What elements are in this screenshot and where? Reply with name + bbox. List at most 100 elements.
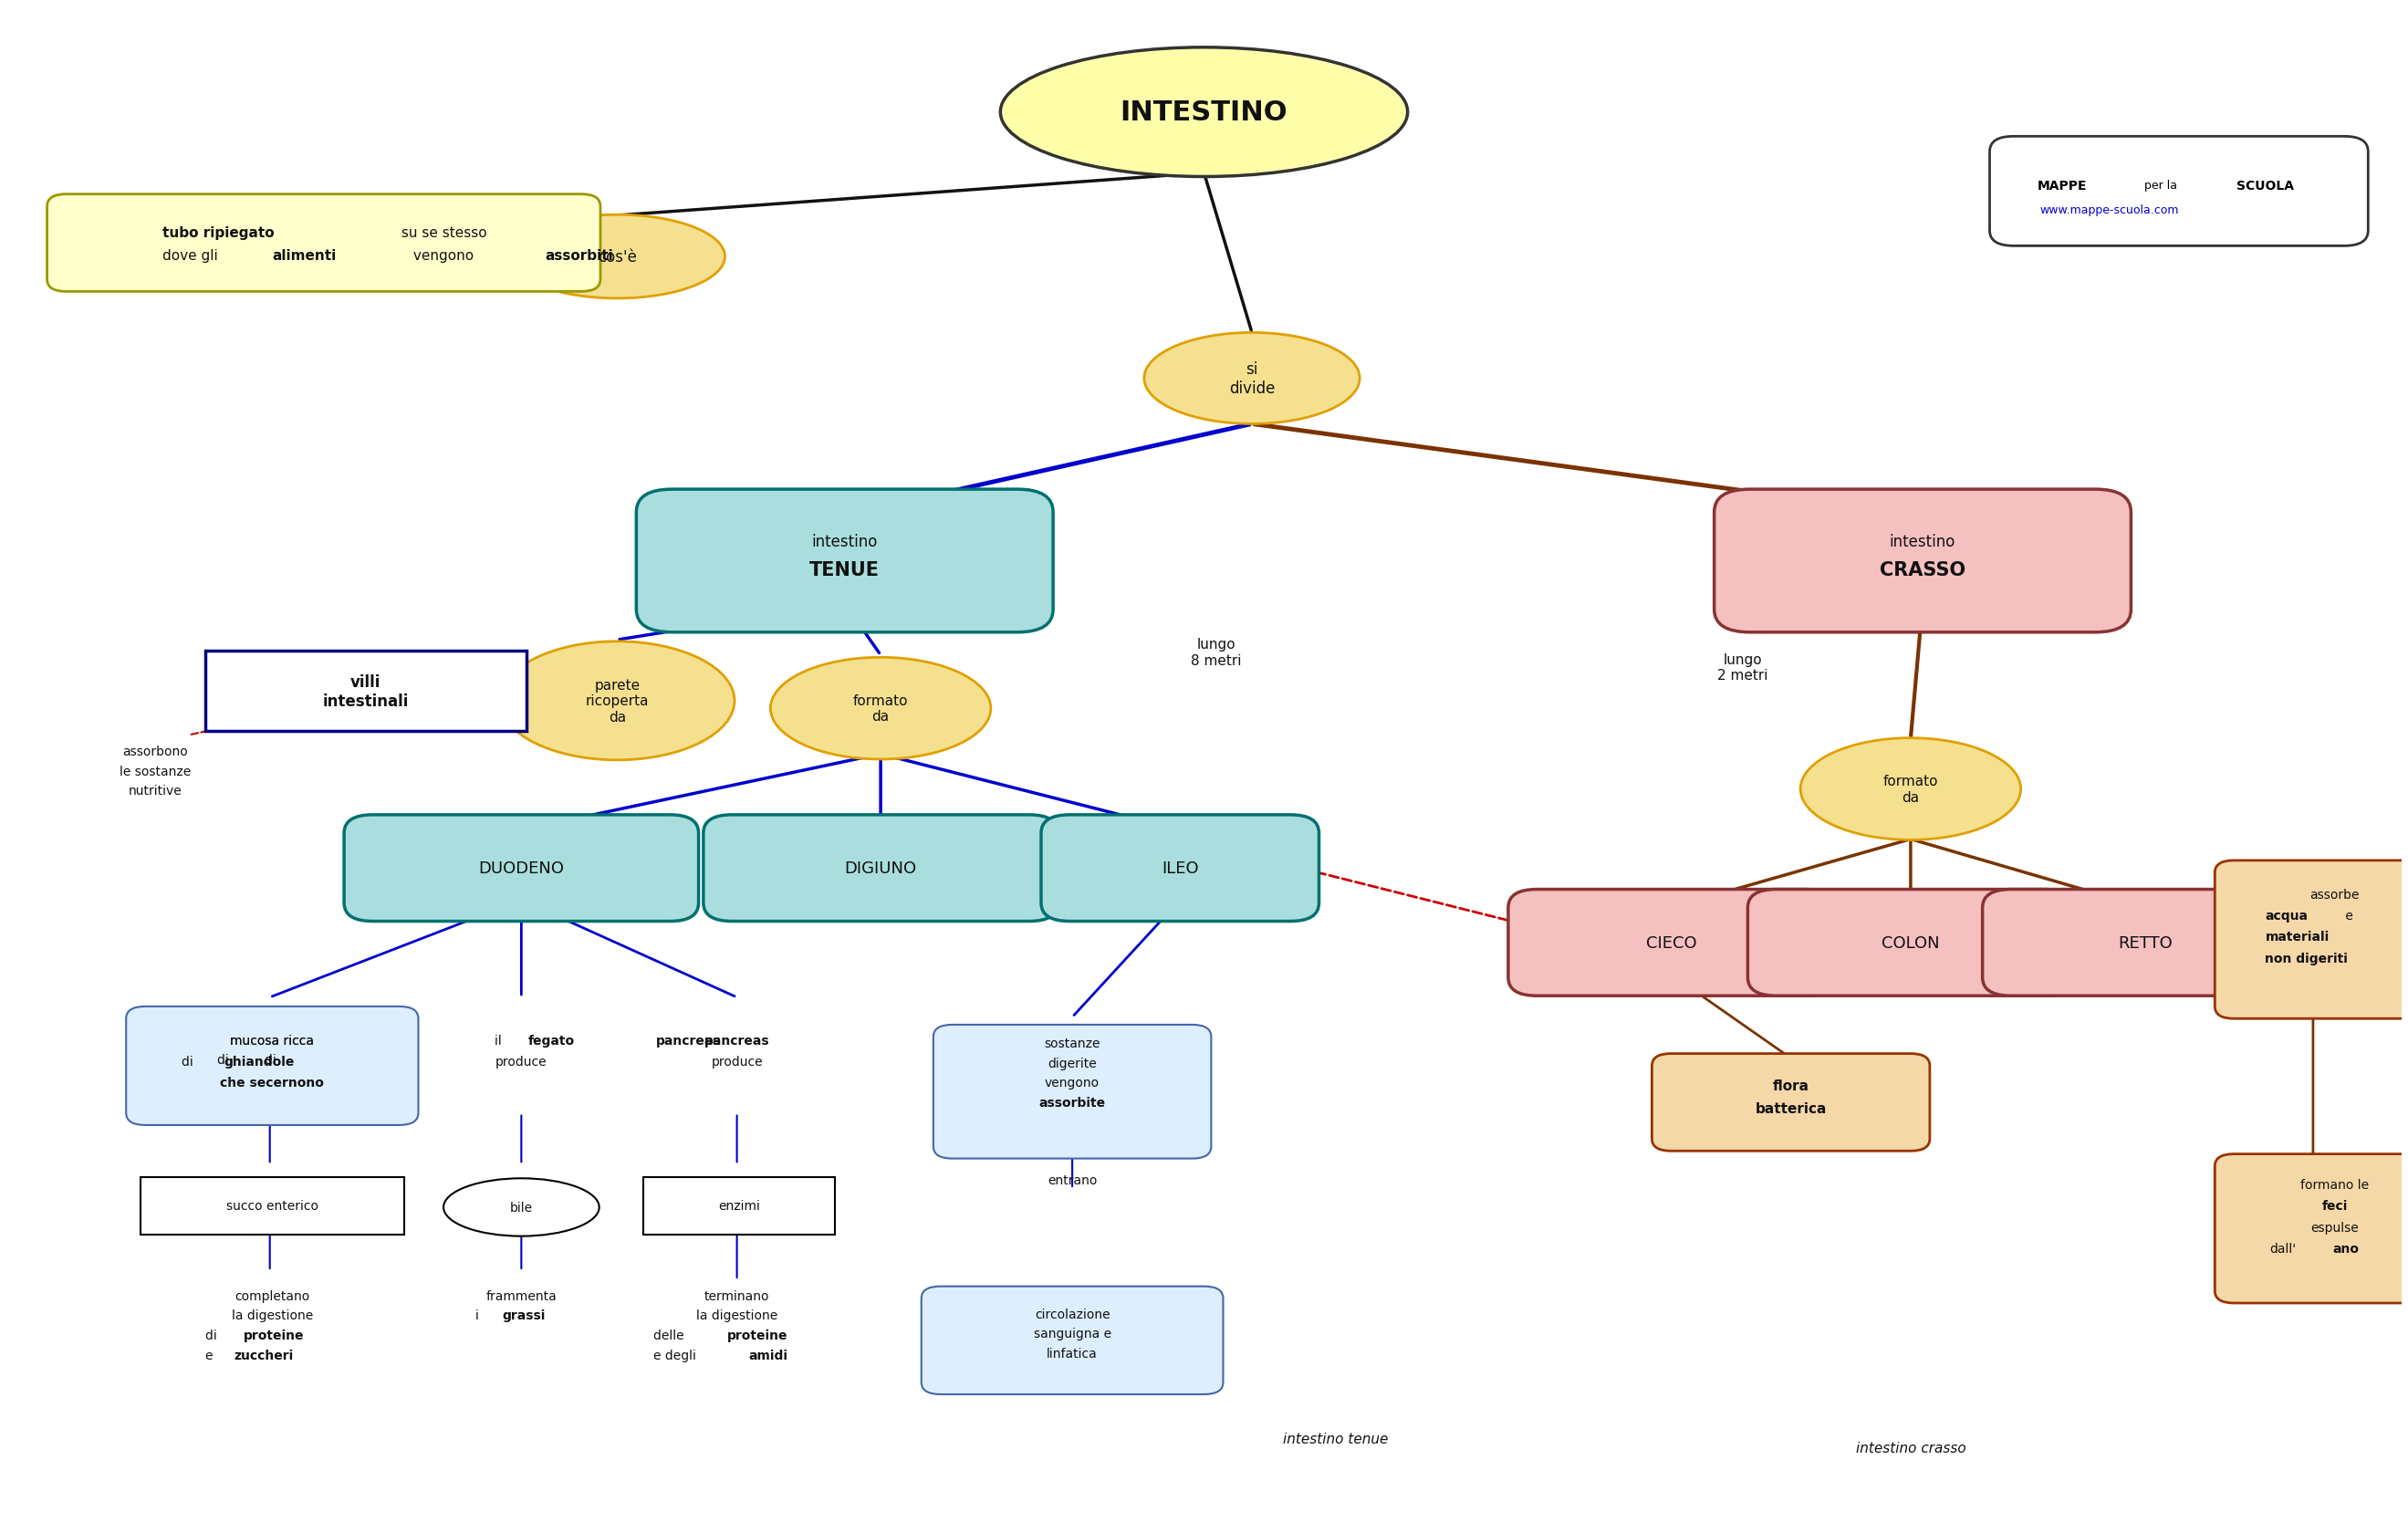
- FancyBboxPatch shape: [2215, 860, 2408, 1019]
- Ellipse shape: [1801, 739, 2020, 840]
- Text: entrano: entrano: [1047, 1174, 1098, 1187]
- Text: COLON: COLON: [1881, 935, 1941, 950]
- FancyBboxPatch shape: [1714, 491, 2131, 633]
- Text: assorbiti: assorbiti: [544, 248, 614, 262]
- Text: RETTO: RETTO: [2119, 935, 2172, 950]
- Text: formano le: formano le: [2300, 1179, 2369, 1191]
- FancyBboxPatch shape: [125, 1007, 419, 1125]
- Text: lungo
8 metri: lungo 8 metri: [1190, 638, 1240, 667]
- Text: CIECO: CIECO: [1645, 935, 1698, 950]
- Text: di: di: [181, 1055, 197, 1069]
- Text: proteine: proteine: [243, 1329, 303, 1341]
- Text: circolazione: circolazione: [1035, 1308, 1110, 1320]
- FancyBboxPatch shape: [48, 195, 600, 293]
- Text: fegato: fegato: [527, 1033, 576, 1047]
- Text: formato
da: formato da: [852, 694, 908, 724]
- FancyBboxPatch shape: [703, 816, 1057, 921]
- Text: intestino: intestino: [811, 533, 879, 550]
- Text: villi
intestinali: villi intestinali: [323, 675, 409, 710]
- Text: dove gli: dove gli: [161, 248, 222, 262]
- Text: e: e: [2343, 909, 2353, 921]
- Text: ghiandole: ghiandole: [224, 1055, 294, 1069]
- Text: mucosa ricca: mucosa ricca: [231, 1033, 313, 1047]
- Text: batterica: batterica: [1755, 1102, 1828, 1116]
- Text: proteine: proteine: [727, 1329, 787, 1341]
- Text: cos'è: cos'è: [597, 248, 636, 265]
- Text: grassi: grassi: [503, 1309, 544, 1321]
- Text: DUODENO: DUODENO: [479, 860, 563, 877]
- Text: www.mappe-scuola.com: www.mappe-scuola.com: [2040, 204, 2179, 216]
- Text: che secernono: che secernono: [219, 1076, 325, 1088]
- Text: lungo
2 metri: lungo 2 metri: [1717, 653, 1767, 682]
- Text: sanguigna e: sanguigna e: [1033, 1328, 1110, 1340]
- Text: succo enterico: succo enterico: [226, 1199, 318, 1213]
- Text: e: e: [205, 1349, 217, 1361]
- Ellipse shape: [1144, 333, 1361, 425]
- Text: acqua: acqua: [2266, 909, 2307, 921]
- Text: bile: bile: [510, 1200, 532, 1214]
- Ellipse shape: [771, 658, 990, 760]
- Text: INTESTINO: INTESTINO: [1120, 100, 1288, 126]
- Text: materiali: materiali: [2266, 931, 2329, 943]
- Text: la digestione: la digestione: [231, 1309, 313, 1321]
- Text: tubo ripiegato: tubo ripiegato: [161, 225, 275, 239]
- Text: di: di: [217, 1053, 234, 1067]
- Text: intestino crasso: intestino crasso: [1857, 1441, 1965, 1455]
- Text: il: il: [496, 1033, 506, 1047]
- Text: terminano: terminano: [703, 1289, 771, 1302]
- Text: nutritive: nutritive: [128, 785, 181, 797]
- FancyBboxPatch shape: [1982, 889, 2309, 996]
- Text: espulse: espulse: [2312, 1220, 2360, 1234]
- Text: completano: completano: [234, 1289, 311, 1302]
- Text: per la: per la: [2141, 179, 2182, 192]
- Text: ILEO: ILEO: [1161, 860, 1199, 877]
- Text: dall': dall': [2271, 1242, 2297, 1256]
- FancyBboxPatch shape: [636, 491, 1052, 633]
- Text: su se stesso: su se stesso: [397, 225, 486, 239]
- Text: DIGIUNO: DIGIUNO: [845, 860, 917, 877]
- FancyBboxPatch shape: [1040, 816, 1320, 921]
- FancyBboxPatch shape: [934, 1026, 1211, 1159]
- Text: CRASSO: CRASSO: [1881, 561, 1965, 579]
- FancyBboxPatch shape: [2215, 1154, 2408, 1303]
- Text: si
divide: si divide: [1228, 362, 1274, 397]
- Text: linfatica: linfatica: [1047, 1348, 1098, 1360]
- Text: delle: delle: [653, 1329, 689, 1341]
- Text: pancreas: pancreas: [657, 1033, 722, 1047]
- Text: parete
ricoperta
da: parete ricoperta da: [585, 679, 648, 724]
- Text: MAPPE: MAPPE: [2037, 179, 2088, 192]
- Text: intestino: intestino: [1890, 533, 1955, 550]
- Text: vengono: vengono: [1045, 1076, 1100, 1088]
- Text: i: i: [477, 1309, 484, 1321]
- FancyBboxPatch shape: [1989, 136, 2367, 247]
- Text: feci: feci: [2321, 1199, 2348, 1213]
- Text: formato
da: formato da: [1883, 774, 1938, 805]
- Ellipse shape: [510, 215, 725, 299]
- Text: enzimi: enzimi: [718, 1199, 761, 1213]
- FancyBboxPatch shape: [140, 1177, 405, 1234]
- FancyBboxPatch shape: [1652, 1053, 1929, 1151]
- Text: non digeriti: non digeriti: [2266, 952, 2348, 964]
- Text: intestino tenue: intestino tenue: [1283, 1432, 1389, 1446]
- Text: SCUOLA: SCUOLA: [2237, 179, 2295, 192]
- Text: di: di: [205, 1329, 222, 1341]
- FancyBboxPatch shape: [922, 1286, 1223, 1395]
- Text: la digestione: la digestione: [696, 1309, 778, 1321]
- FancyBboxPatch shape: [344, 816, 698, 921]
- FancyBboxPatch shape: [205, 652, 525, 731]
- Text: flora: flora: [1772, 1079, 1808, 1093]
- Text: TENUE: TENUE: [809, 561, 879, 579]
- Text: ano: ano: [2333, 1242, 2360, 1256]
- Text: assorbite: assorbite: [1038, 1096, 1105, 1108]
- Text: frammenta: frammenta: [486, 1289, 556, 1302]
- Text: le sostanze: le sostanze: [118, 765, 190, 777]
- Text: produce: produce: [496, 1055, 547, 1069]
- Text: vengono: vengono: [409, 248, 479, 262]
- Text: assorbono: assorbono: [123, 745, 188, 757]
- Text: amidi: amidi: [749, 1349, 787, 1361]
- FancyBboxPatch shape: [1507, 889, 1835, 996]
- Text: di: di: [265, 1053, 279, 1067]
- Ellipse shape: [443, 1179, 600, 1236]
- Text: e degli: e degli: [653, 1349, 701, 1361]
- Text: assorbe: assorbe: [2309, 888, 2360, 900]
